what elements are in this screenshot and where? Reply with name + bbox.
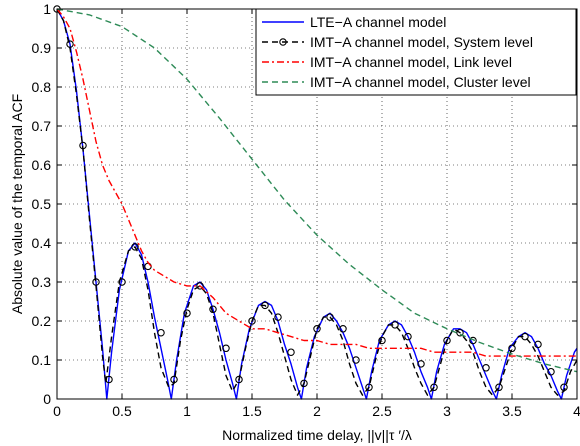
x-axis-label: Normalized time delay, ||v||τ ′/λ [222,427,412,443]
data-point-marker [378,336,386,345]
y-tick-label: 0.8 [32,79,52,95]
data-point-marker [170,375,178,384]
y-tick-label: 0.7 [32,118,52,134]
data-point-marker [274,313,282,321]
data-point-marker [326,313,334,321]
data-point-marker [469,336,477,345]
series-lte-a-channel-model [56,8,578,400]
legend-item: IMT−A channel model, Link level [262,54,512,70]
series-layer [53,5,578,400]
data-point-marker [79,141,87,150]
x-tick-label: 1.5 [242,403,262,419]
data-point-marker [235,375,243,384]
legend-item: IMT−A channel model, System level [262,34,533,50]
y-tick-label: 0.9 [32,40,52,56]
data-point-marker [508,344,516,353]
data-point-marker [534,340,542,349]
series-imt-a-channel-model-cluster-level [56,8,578,373]
data-point-marker [131,243,139,251]
data-point-marker [313,325,321,333]
data-point-marker [521,332,529,341]
legend-box [255,8,577,96]
data-point-marker [183,309,191,317]
data-point-marker [300,379,308,388]
y-tick-label: 0 [43,391,51,407]
data-point-marker [157,328,165,337]
data-point-marker [222,344,230,353]
legend-label: IMT−A channel model, System level [310,34,533,50]
x-tick-label: 0.5 [112,403,132,419]
data-point-marker [209,305,217,314]
data-point-marker [287,348,295,356]
series-imt-a-channel-model-link-level [56,8,577,357]
data-point-marker [66,40,74,48]
legend-label: LTE−A channel model [310,14,446,30]
data-point-marker [105,375,113,384]
y-tick-label: 0.4 [32,235,52,251]
series-line [56,8,578,400]
y-axis-label: Absolute value of the temporal ACF [9,94,25,314]
data-point-marker [261,301,269,310]
data-point-marker [560,383,568,392]
series-line [56,8,578,396]
legend: LTE−A channel model IMT−A channel model, … [255,8,577,96]
axis-ticks: 0 0.5 1 1.5 2 2.5 3 3.5 4 0 0.1 0.2 0.3 0.4 0.5 0.6 0.7 0… [32,1,580,419]
data-point-marker [456,328,464,337]
y-tick-label: 0.6 [32,157,52,173]
x-tick-label: 2 [313,403,321,419]
series-line [56,8,578,373]
x-tick-label: 4 [573,403,580,419]
data-point-marker [482,364,490,372]
legend-label: IMT−A channel model, Link level [310,54,512,70]
x-tick-label: 3 [443,403,451,419]
data-point-marker [391,321,399,329]
data-point-marker [118,278,126,286]
data-point-marker [352,356,360,364]
data-point-marker [547,367,555,376]
data-point-marker [196,282,204,290]
x-tick-label: 2.5 [372,403,392,419]
legend-marker [279,38,287,46]
legend-label: IMT−A channel model, Cluster level [310,74,531,90]
data-point-marker [339,325,347,333]
data-point-marker [404,332,412,341]
legend-item: IMT−A channel model, Cluster level [262,74,531,90]
data-point-marker [443,336,451,345]
data-point-marker [248,317,256,325]
y-tick-label: 0.3 [32,274,52,290]
legend-item: LTE−A channel model [262,14,446,30]
y-tick-label: 0.2 [32,313,52,329]
y-tick-label: 1 [43,1,51,17]
y-tick-label: 0.5 [32,196,52,212]
data-point-marker [495,383,503,392]
y-tick-label: 0.1 [32,352,52,368]
series-line [56,8,577,357]
x-tick-label: 0 [53,403,61,419]
data-point-marker [430,383,438,392]
data-point-marker [417,360,425,368]
x-tick-label: 1 [183,403,191,419]
data-point-marker [92,278,100,286]
data-point-marker [365,383,373,392]
x-tick-label: 3.5 [502,403,522,419]
